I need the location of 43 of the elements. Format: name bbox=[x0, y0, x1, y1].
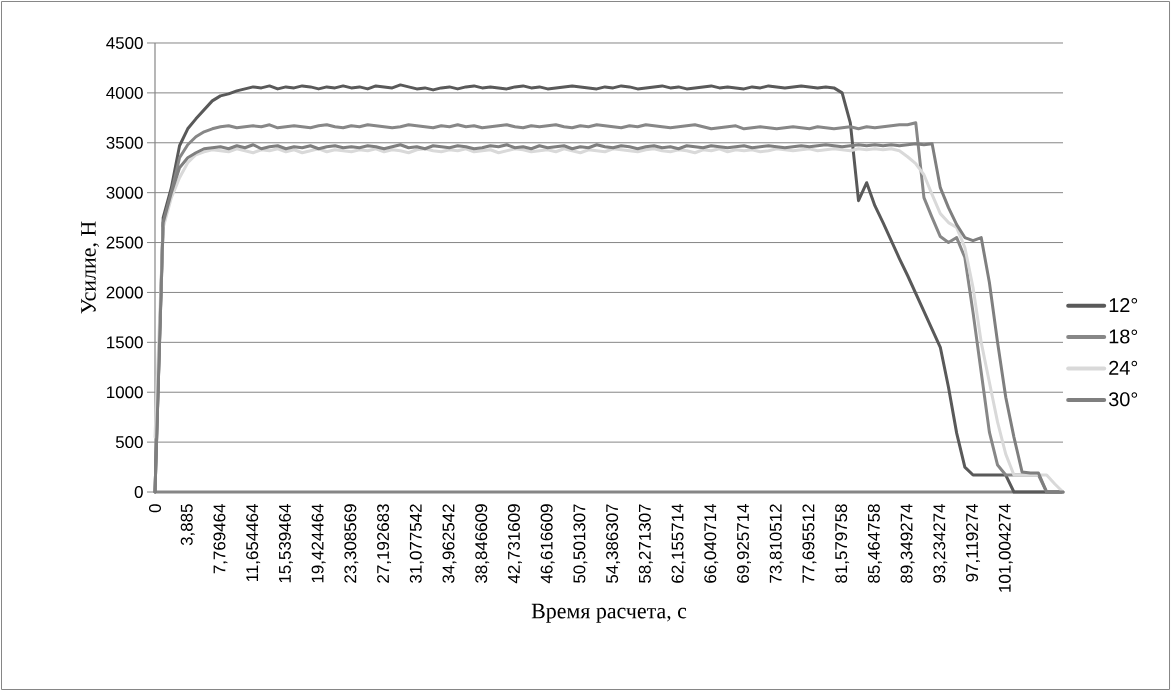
x-tick-label: 34,962542 bbox=[442, 504, 457, 583]
y-tick-label: 1000 bbox=[107, 386, 143, 399]
x-tick-label: 46,616609 bbox=[540, 504, 555, 584]
x-tick-label: 38,846609 bbox=[475, 504, 490, 583]
y-tick-label: 3000 bbox=[106, 186, 143, 199]
y-tick-label: 2500 bbox=[106, 236, 143, 249]
y-tick-label: 3500 bbox=[106, 136, 143, 149]
legend-label: 30° bbox=[1108, 392, 1138, 407]
x-tick-label: 73,810512 bbox=[769, 504, 784, 583]
y-tick-label: 500 bbox=[115, 436, 143, 449]
x-tick-label: 50,501307 bbox=[573, 504, 588, 583]
x-tick-label: 97,119274 bbox=[966, 504, 981, 582]
x-tick-label: 11,654464 bbox=[246, 504, 261, 582]
y-tick-label: 4500 bbox=[106, 37, 143, 49]
y-tick-label: 2000 bbox=[106, 286, 143, 299]
x-tick-label: 54,386307 bbox=[606, 504, 621, 583]
x-tick-label: 0 bbox=[149, 504, 161, 513]
x-tick-label: 3,885 bbox=[180, 504, 195, 546]
y-axis-title: Усилие, Н bbox=[81, 221, 99, 314]
x-tick-label: 42,731609 bbox=[507, 504, 522, 584]
x-tick-label: 89,349274 bbox=[900, 504, 915, 583]
x-tick-label: 23,308569 bbox=[344, 504, 359, 583]
y-tick-label: 0 bbox=[134, 486, 143, 498]
x-tick-label: 7,769464 bbox=[213, 504, 228, 574]
x-tick-label: 81,579758 bbox=[835, 504, 850, 583]
x-tick-label: 66,040714 bbox=[704, 504, 719, 583]
y-tick-label: 1500 bbox=[107, 336, 143, 349]
x-tick-label: 15,539464 bbox=[278, 504, 293, 583]
x-tick-label: 62,155714 bbox=[671, 504, 686, 583]
x-tick-label: 93,234274 bbox=[933, 504, 948, 583]
x-tick-label: 58,271307 bbox=[638, 504, 653, 583]
x-tick-label: 27,192683 bbox=[377, 504, 392, 583]
x-tick-label: 69,925714 bbox=[736, 504, 751, 583]
x-tick-label: 101,004274 bbox=[998, 504, 1013, 592]
legend-label: 12° bbox=[1109, 298, 1138, 312]
x-tick-label: 77,695512 bbox=[802, 504, 817, 583]
legend-label: 24° bbox=[1109, 360, 1138, 375]
x-axis-title: Время расчета, с bbox=[531, 603, 687, 623]
x-tick-label: 31,077542 bbox=[409, 504, 424, 583]
legend-label: 18° bbox=[1109, 329, 1138, 344]
x-tick-label: 85,464758 bbox=[867, 504, 882, 583]
y-tick-label: 4000 bbox=[106, 86, 143, 99]
x-tick-label: 19,424464 bbox=[311, 504, 326, 583]
